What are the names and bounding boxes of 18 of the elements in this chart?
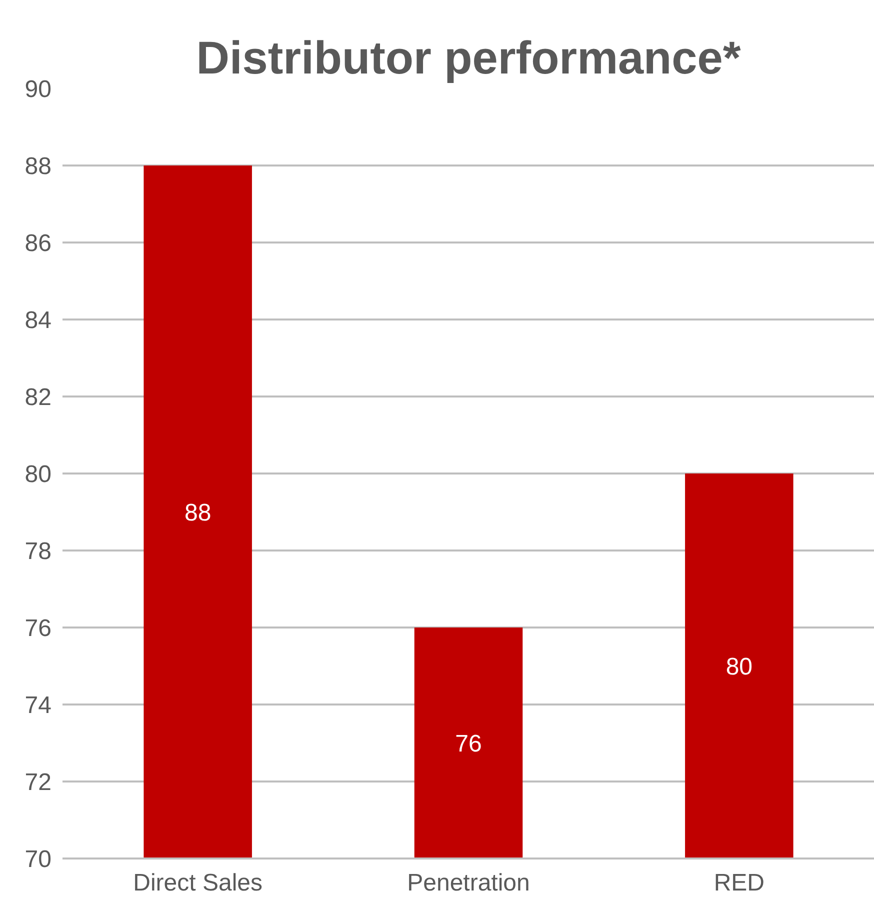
y-tick-label: 88 bbox=[24, 153, 52, 180]
x-tick-label: RED bbox=[714, 870, 765, 896]
y-tick-label: 74 bbox=[24, 692, 52, 719]
y-tick-label: 72 bbox=[24, 769, 52, 796]
x-tick-label: Direct Sales bbox=[133, 870, 263, 896]
x-tick-label: Penetration bbox=[407, 870, 530, 896]
data-label: 76 bbox=[455, 730, 482, 758]
y-tick-label: 84 bbox=[24, 307, 52, 334]
chart-title: Distributor performance* bbox=[196, 32, 741, 84]
data-label: 88 bbox=[184, 500, 212, 526]
y-tick-label: 76 bbox=[24, 615, 52, 642]
y-tick-label: 80 bbox=[24, 461, 52, 488]
data-label: 80 bbox=[726, 654, 753, 680]
y-tick-label: 82 bbox=[24, 384, 52, 411]
y-tick-label: 78 bbox=[24, 538, 52, 565]
y-tick-label: 90 bbox=[24, 76, 52, 103]
y-tick-label: 70 bbox=[24, 846, 52, 873]
y-tick-label: 86 bbox=[24, 230, 52, 257]
